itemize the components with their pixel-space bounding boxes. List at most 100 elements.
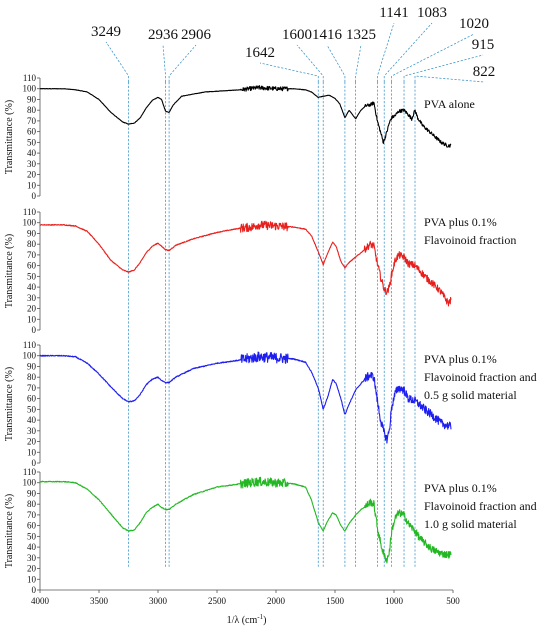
panel-4-y-tick-label: 90 xyxy=(27,488,37,498)
x-tick-label: 2000 xyxy=(267,596,286,606)
peak-label-1020: 1020 xyxy=(459,16,489,32)
panel-4-y-tick-label: 50 xyxy=(27,531,37,541)
panel-1-y-tick-label: 90 xyxy=(27,94,37,104)
panel-1-y-axis-label: Transmittance (%) xyxy=(4,100,15,174)
panel-2-legend-line: Flavoinoid fraction xyxy=(424,233,516,247)
panel-2-y-axis-label: Transmittance (%) xyxy=(4,234,15,308)
x-tick-label: 3000 xyxy=(149,596,168,606)
panel-1-y-tick-label: 50 xyxy=(27,137,37,147)
peak-label-1083: 1083 xyxy=(417,5,447,21)
panel-1-y-tick-label: 30 xyxy=(27,159,37,169)
peak-leader-915 xyxy=(403,54,484,82)
spectrum-line-1 xyxy=(39,85,452,148)
peak-label-1416: 1416 xyxy=(312,27,343,43)
panel-3-y-tick-label: 0 xyxy=(32,458,37,468)
peak-leader-1416 xyxy=(326,44,346,82)
panel-4-y-tick-label: 100 xyxy=(23,478,37,488)
x-tick-label: 4000 xyxy=(31,596,50,606)
x-tick-label: 1000 xyxy=(385,596,404,606)
panel-1-y-tick-label: 80 xyxy=(27,105,37,115)
panel-1-y-tick-label: 20 xyxy=(27,170,37,180)
spectrum-line-3 xyxy=(39,351,452,444)
panel-3-y-tick-label: 60 xyxy=(27,394,37,404)
panel-4-y-tick-label: 0 xyxy=(32,585,37,595)
peak-label-822: 822 xyxy=(473,64,496,80)
panel-4-y-tick-label: 110 xyxy=(23,467,37,477)
panel-3-y-tick-label: 80 xyxy=(27,372,37,382)
peak-leader-2906 xyxy=(168,44,197,82)
panel-3-y-tick-label: 30 xyxy=(27,426,37,436)
peak-guide-lines xyxy=(105,22,485,568)
peak-label-1600: 1600 xyxy=(282,27,312,43)
panel-4-y-tick-label: 80 xyxy=(27,499,37,509)
peak-label-915: 915 xyxy=(472,37,495,53)
panel-4-y-tick-label: 20 xyxy=(27,564,37,574)
panel-2-y-tick-label: 40 xyxy=(27,282,37,292)
panel-4-y-axis-label: Transmittance (%) xyxy=(4,494,15,568)
panel-1-y-tick-label: 40 xyxy=(27,148,37,158)
panel-3-y-tick-label: 110 xyxy=(23,340,37,350)
panel-1-y-tick-label: 60 xyxy=(27,127,37,137)
panel-2-y-tick-label: 10 xyxy=(27,314,37,324)
panel-4-y-tick-label: 60 xyxy=(27,521,37,531)
panel-4-legend-line: 1.0 g solid material xyxy=(424,517,517,531)
panel-3-y-tick-label: 40 xyxy=(27,415,37,425)
peak-leader-1020 xyxy=(391,33,475,82)
panel-2-y-tick-label: 0 xyxy=(32,325,37,335)
spectrum-line-2 xyxy=(39,220,452,307)
panel-3-y-tick-label: 100 xyxy=(23,351,37,361)
panel-2-y-tick-label: 50 xyxy=(27,271,37,281)
panel-4-y-tick-label: 30 xyxy=(27,553,37,563)
peak-leader-1642 xyxy=(259,62,319,82)
peak-leader-2936 xyxy=(162,44,166,82)
peak-leader-3249 xyxy=(105,41,129,82)
peak-leader-822 xyxy=(414,75,485,83)
x-axis: 4000 3500 3000 2500 2000 1500 1000 500 1/λ (cm-1… xyxy=(31,589,460,626)
panel-3-legend-line: PVA plus 0.1% xyxy=(424,352,497,366)
panel-4-y-tick-label: 70 xyxy=(27,510,37,520)
panel-4-y-tick-label: 10 xyxy=(27,574,37,584)
panel-2-y-tick-label: 20 xyxy=(27,304,37,314)
panel-2-legend-line: PVA plus 0.1% xyxy=(424,215,497,229)
panel-1-legend-line: PVA alone xyxy=(424,97,475,111)
panel-1-y-tick-label: 100 xyxy=(23,84,37,94)
x-tick-label: 2500 xyxy=(208,596,227,606)
panel-1-y-tick-label: 10 xyxy=(27,180,37,190)
panel-2-y-tick-label: 90 xyxy=(27,228,37,238)
panel-3-y-tick-label: 10 xyxy=(27,447,37,457)
panel-3-y-tick-label: 70 xyxy=(27,383,37,393)
panel-3-y-tick-label: 90 xyxy=(27,361,37,371)
peak-label-2906: 2906 xyxy=(181,27,212,43)
panel-2-y-tick-label: 30 xyxy=(27,293,37,303)
panel-2-y-tick-label: 110 xyxy=(23,207,37,217)
panel-4-y-tick-label: 40 xyxy=(27,542,37,552)
panel-4-legend-line: Flavoinoid fraction and xyxy=(424,499,537,513)
panel-1-y-tick-label: 0 xyxy=(32,191,37,201)
panel-3-legend-line: Flavoinoid fraction and xyxy=(424,370,537,384)
peak-label-1325: 1325 xyxy=(346,27,376,43)
peak-leader-1600 xyxy=(296,44,324,82)
panel-1-y-tick-label: 110 xyxy=(23,73,37,83)
x-tick-label: 3500 xyxy=(90,596,109,606)
panel-4-legend-line: PVA plus 0.1% xyxy=(424,481,497,495)
spectrum-line-4 xyxy=(39,476,452,564)
panel-3-y-axis-label: Transmittance (%) xyxy=(4,367,15,441)
panel-2-y-tick-label: 60 xyxy=(27,261,37,271)
peak-label-1141: 1141 xyxy=(379,5,408,21)
x-tick-label: 500 xyxy=(446,596,460,606)
peak-leader-1141 xyxy=(377,22,395,82)
peak-label-1642: 1642 xyxy=(245,45,275,61)
panel-3-legend-line: 0.5 g solid material xyxy=(424,388,517,402)
panel-1-y-tick-label: 70 xyxy=(27,116,37,126)
panel-2-y-tick-label: 100 xyxy=(23,218,37,228)
panel-3-y-tick-label: 50 xyxy=(27,404,37,414)
x-tick-label: 1500 xyxy=(326,596,345,606)
peak-label-2936: 2936 xyxy=(148,27,179,43)
